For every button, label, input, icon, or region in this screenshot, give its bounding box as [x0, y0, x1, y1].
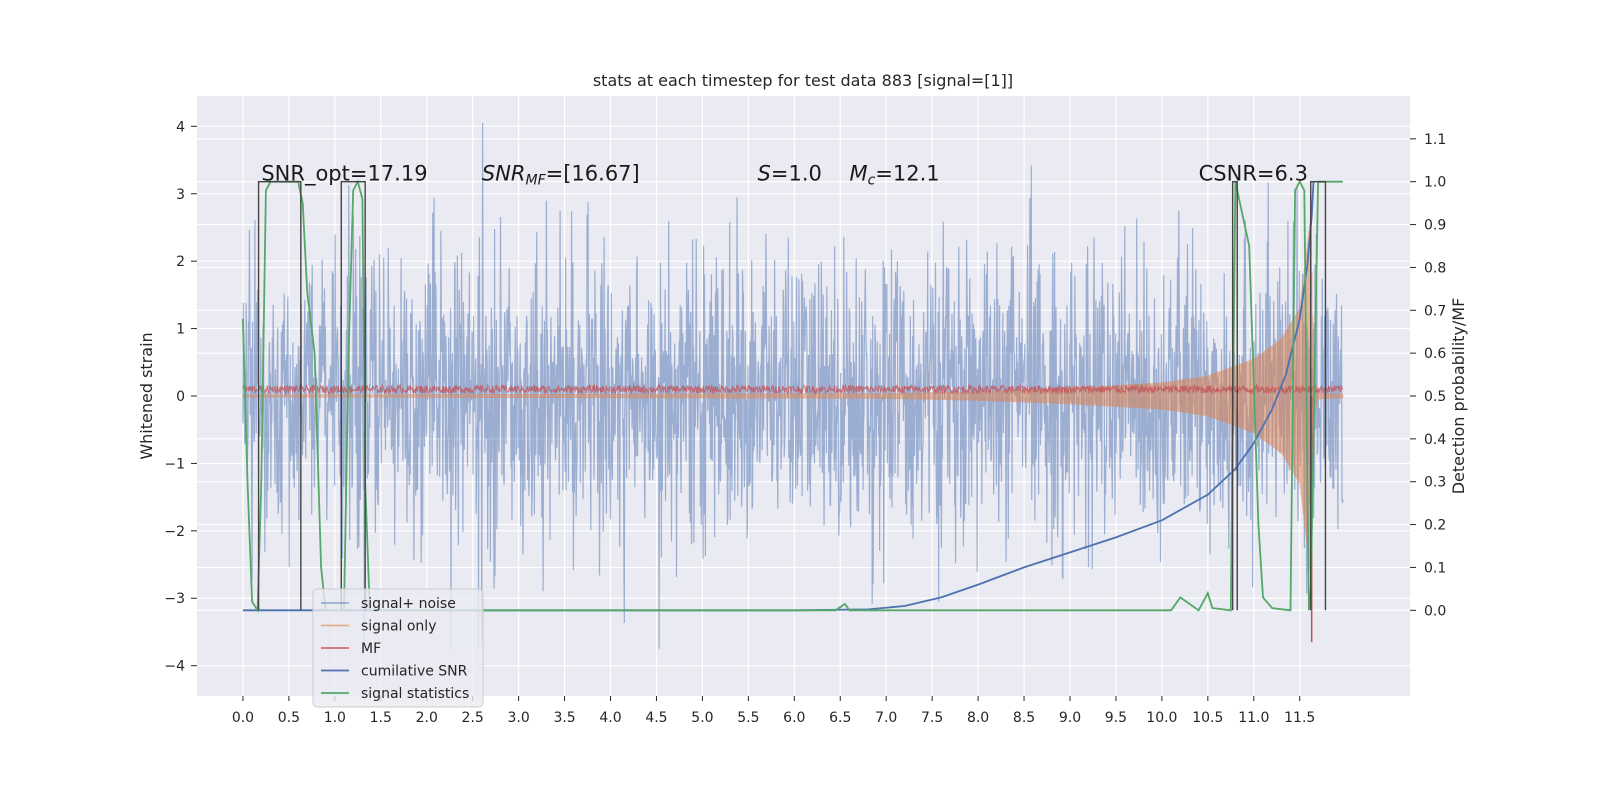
annotation-2: S=1.0	[758, 162, 822, 186]
y2-tick-label: 1.1	[1424, 132, 1446, 148]
annotation-3: Mc=12.1	[849, 162, 939, 189]
y2-tick-label: 0.3	[1424, 475, 1446, 491]
y2-tick-label: 0.2	[1424, 518, 1446, 534]
x-tick-label: 3.0	[507, 710, 529, 726]
y2-tick-label: 0.0	[1424, 603, 1446, 619]
legend-box	[312, 588, 484, 708]
x-tick-label: 11.5	[1284, 710, 1315, 726]
y2-tick-label: 0.6	[1424, 346, 1446, 362]
series-cumilative-snr	[242, 181, 1315, 612]
annotation-1: SNRMF=[16.67]	[482, 162, 640, 189]
y-tick-label: 4	[176, 119, 185, 135]
annotation-0: SNR_opt=17.19	[261, 162, 427, 187]
y-tick-label: 1	[176, 322, 185, 338]
y-tick-label: −1	[164, 456, 185, 472]
x-tick-label: 6.0	[783, 710, 805, 726]
y-axis-label: Whitened strain	[137, 332, 156, 459]
x-tick-label: 5.5	[737, 710, 759, 726]
x-tick-label: 3.5	[553, 710, 575, 726]
chart-title: stats at each timestep for test data 883…	[593, 71, 1013, 90]
x-tick-label: 4.0	[599, 710, 621, 726]
series-signal-only	[242, 217, 1344, 578]
y2-tick-label: 0.8	[1424, 260, 1446, 276]
y-tick-label: 3	[176, 187, 185, 203]
legend-entry: signal only	[361, 619, 436, 635]
legend-entry: signal statistics	[361, 686, 469, 702]
annotations: SNR_opt=17.19 SNRMF=[16.67] S=1.0 Mc=12.1 CS…	[261, 162, 1308, 189]
y-tick-label: 0	[176, 389, 185, 405]
x-tick-label: 7.0	[875, 710, 897, 726]
trigger-marker	[257, 181, 302, 611]
y2-tick-label: 0.9	[1424, 218, 1446, 234]
x-tick-label: 6.5	[829, 710, 851, 726]
y2-tick-label: 0.1	[1424, 560, 1446, 576]
y-tick-label: 2	[176, 254, 185, 270]
series-layer	[242, 122, 1344, 649]
x-tick-label: 5.0	[691, 710, 713, 726]
trigger-markers	[257, 181, 1327, 611]
legend-entry: MF	[361, 641, 381, 657]
x-tick-label: 4.5	[645, 710, 667, 726]
x-tick-label: 9.0	[1059, 710, 1081, 726]
x-tick-label: 2.5	[462, 710, 484, 726]
series-mf	[242, 383, 1344, 396]
x-tick-label: 10.5	[1192, 710, 1223, 726]
x-tick-label: 7.5	[921, 710, 943, 726]
x-tick-label: 9.5	[1105, 710, 1127, 726]
annotation-4: CSNR=6.3	[1199, 162, 1308, 186]
y-axis-ticks: −4 −3 −2 −1 0 1 2 3 4	[164, 119, 197, 675]
x-tick-label: 8.5	[1013, 710, 1035, 726]
x-tick-label: 2.0	[416, 710, 438, 726]
legend: signal+ noise signal only MF cumilative SNR…	[312, 588, 484, 708]
legend-entry: cumilative SNR	[361, 664, 468, 680]
trigger-marker	[340, 181, 366, 611]
x-tick-label: 1.0	[324, 710, 346, 726]
x-axis-ticks: 0.0 0.5 1.0 1.5 2.0 2.5 3.0 3.5 4.0 4.5 5.0 5.5 6.0 6…	[232, 696, 1315, 726]
y2-tick-label: 1.0	[1424, 175, 1446, 191]
y-tick-label: −2	[164, 524, 185, 540]
x-tick-label: 0.0	[232, 710, 254, 726]
y-tick-label: −3	[164, 591, 185, 607]
y2-tick-label: 0.4	[1424, 432, 1446, 448]
legend-entry: signal+ noise	[361, 596, 456, 612]
x-tick-label: 1.5	[370, 710, 392, 726]
x-tick-label: 0.5	[278, 710, 300, 726]
y2-tick-label: 0.7	[1424, 303, 1446, 319]
y2-axis-ticks: 0.0 0.1 0.2 0.3 0.4 0.5 0.6 0.7 0.8 0.9 1.0 1.1	[1410, 132, 1446, 619]
y2-tick-label: 0.5	[1424, 389, 1446, 405]
x-tick-label: 11.0	[1238, 710, 1269, 726]
trigger-marker	[1310, 181, 1327, 611]
y2-axis-label: Detection probability/MF	[1449, 298, 1468, 495]
x-tick-label: 8.0	[967, 710, 989, 726]
x-tick-label: 10.0	[1146, 710, 1177, 726]
trigger-marker	[1231, 181, 1238, 611]
y-tick-label: −4	[164, 659, 185, 675]
